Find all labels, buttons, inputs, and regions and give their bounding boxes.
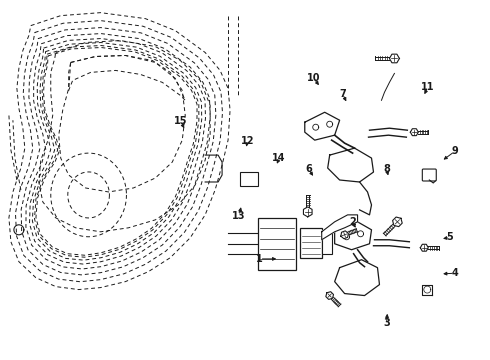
Polygon shape: [326, 292, 334, 300]
Polygon shape: [335, 260, 379, 296]
FancyBboxPatch shape: [322, 232, 332, 254]
Polygon shape: [420, 244, 428, 251]
Polygon shape: [322, 215, 358, 240]
Polygon shape: [360, 182, 371, 215]
FancyBboxPatch shape: [240, 172, 258, 186]
Text: 5: 5: [446, 232, 453, 242]
FancyBboxPatch shape: [300, 228, 322, 258]
Text: 11: 11: [421, 82, 435, 92]
Polygon shape: [341, 231, 348, 239]
Text: 1: 1: [256, 254, 263, 264]
Polygon shape: [335, 222, 371, 250]
Polygon shape: [328, 148, 373, 182]
Polygon shape: [422, 285, 432, 294]
Text: 12: 12: [241, 136, 254, 145]
Polygon shape: [390, 54, 399, 63]
Polygon shape: [392, 217, 402, 227]
FancyBboxPatch shape: [422, 169, 436, 181]
Text: 9: 9: [451, 146, 458, 156]
Text: 10: 10: [307, 73, 320, 83]
Text: 14: 14: [272, 153, 286, 163]
Text: 3: 3: [383, 319, 390, 328]
Text: 2: 2: [349, 217, 356, 227]
Polygon shape: [305, 112, 340, 140]
Polygon shape: [303, 207, 312, 217]
Text: 15: 15: [174, 116, 187, 126]
Polygon shape: [410, 129, 418, 136]
Text: 13: 13: [232, 211, 246, 221]
Text: 8: 8: [383, 164, 390, 174]
Text: 7: 7: [339, 89, 346, 99]
FancyBboxPatch shape: [258, 218, 296, 270]
Text: 4: 4: [451, 268, 458, 278]
Text: 6: 6: [305, 164, 312, 174]
